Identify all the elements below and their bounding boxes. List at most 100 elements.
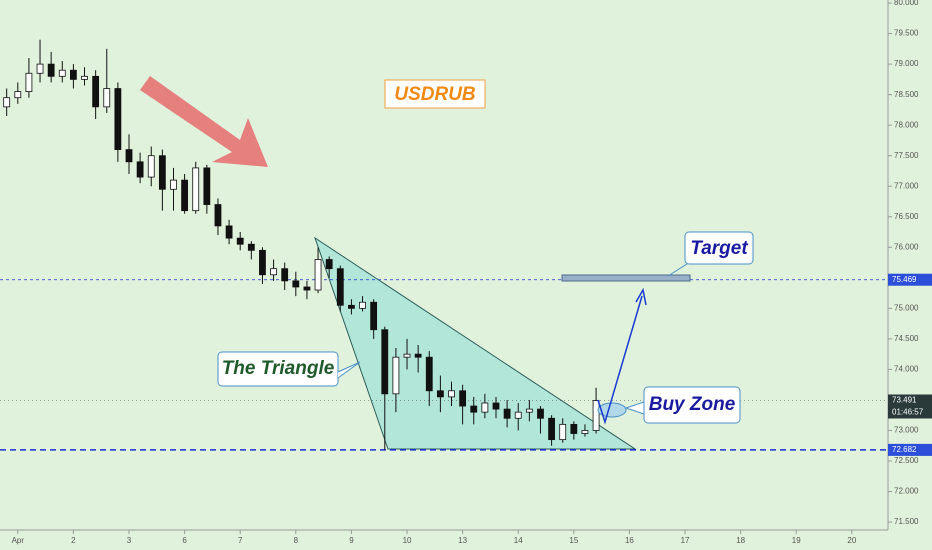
candle-body <box>525 408 533 413</box>
candle-body <box>548 417 555 441</box>
title-box <box>384 79 486 109</box>
candle-body <box>147 155 155 178</box>
x-tick-label: 20 <box>847 536 856 545</box>
candle-body <box>470 405 478 413</box>
candle-body <box>103 88 111 108</box>
candle-body <box>81 75 88 80</box>
target-price-box <box>888 273 932 286</box>
y-tick-label: 73.000 <box>894 426 919 435</box>
y-tick-label: 72.500 <box>894 456 919 465</box>
candle-body <box>236 237 244 245</box>
candle-body <box>403 353 411 358</box>
candle-body <box>503 408 511 419</box>
y-tick-label: 76.000 <box>894 242 919 251</box>
triangle-pattern <box>314 236 637 450</box>
y-tick-label: 79.000 <box>894 59 919 68</box>
y-tick-label: 71.500 <box>894 517 919 526</box>
y-tick-label: 79.500 <box>894 29 919 38</box>
candle-body <box>92 75 100 108</box>
support-price-label: 72.682 <box>892 445 917 454</box>
candle-body <box>459 390 467 407</box>
target-price-label: 75.469 <box>892 275 917 284</box>
last-price-box <box>888 394 932 419</box>
x-tick-label: 17 <box>681 536 690 545</box>
x-tick-label: 9 <box>349 536 354 545</box>
candle-body <box>381 329 389 395</box>
x-tick-label: 6 <box>182 536 187 545</box>
candle-body <box>436 390 444 398</box>
y-tick-label: 77.000 <box>894 181 919 190</box>
candle-body <box>181 179 189 212</box>
candle-body <box>270 268 277 276</box>
candle-body <box>214 204 222 227</box>
candle-body <box>303 286 311 291</box>
candle-body <box>514 411 522 419</box>
x-tick-label: 3 <box>127 536 132 545</box>
candle-body <box>425 356 433 392</box>
candle-body <box>25 72 33 92</box>
candle-body <box>125 149 133 163</box>
target-label: Target <box>690 238 748 259</box>
candle-body <box>336 268 344 306</box>
candle-body <box>247 243 255 251</box>
candle-body <box>158 155 166 190</box>
candle-body <box>448 390 455 398</box>
y-tick-label: 80.000 <box>894 0 919 7</box>
pattern-callout <box>337 361 361 379</box>
x-tick-label: 13 <box>458 536 467 545</box>
candle-body <box>570 423 578 434</box>
buy-zone-marker <box>597 402 627 418</box>
x-tick-label: 10 <box>403 536 412 545</box>
countdown-label: 01:46:57 <box>892 408 924 417</box>
candle-body <box>359 301 366 309</box>
candle-body <box>370 301 378 331</box>
x-tick-label: Apr <box>12 536 25 545</box>
candle-body <box>136 161 144 178</box>
candle-body <box>414 353 422 358</box>
candle-body <box>481 402 489 413</box>
y-tick-label: 75.000 <box>894 303 919 312</box>
candle-body <box>192 167 200 212</box>
x-tick-label: 15 <box>569 536 578 545</box>
candle-body <box>292 280 300 288</box>
candle-body <box>348 304 355 309</box>
y-tick-label: 78.000 <box>894 120 919 129</box>
candle-body <box>392 356 400 395</box>
candle-body <box>203 167 211 205</box>
x-tick-label: 2 <box>71 536 76 545</box>
y-tick-label: 74.500 <box>894 334 919 343</box>
candle-body <box>114 88 122 150</box>
y-tick-label: 77.500 <box>894 151 919 160</box>
candle-body <box>581 430 589 434</box>
candle-body <box>58 69 66 77</box>
x-tick-label: 18 <box>736 536 745 545</box>
candle-body <box>36 63 44 74</box>
x-tick-label: 8 <box>294 536 299 545</box>
candle-body <box>170 179 177 190</box>
x-tick-label: 19 <box>792 536 801 545</box>
candle-body <box>14 91 22 99</box>
pattern-label: The Triangle <box>222 358 335 379</box>
candle-body <box>47 63 55 77</box>
last-price-label: 73.491 <box>892 396 917 405</box>
y-tick-label: 74.000 <box>894 365 919 374</box>
candle-body <box>3 97 11 108</box>
y-tick-label: 72.000 <box>894 487 919 496</box>
candle-body <box>225 225 233 239</box>
candle-body <box>592 400 600 431</box>
plot <box>0 39 888 451</box>
candle-body <box>492 402 500 410</box>
chart-title: USDRUB <box>394 84 476 105</box>
candle-body <box>314 259 322 291</box>
x-tick-label: 14 <box>514 536 523 545</box>
x-tick-label: 7 <box>238 536 243 545</box>
x-tick-label: 16 <box>625 536 634 545</box>
target-zone <box>561 274 691 282</box>
projection-arrow <box>597 295 643 425</box>
buy-zone-box <box>643 386 741 424</box>
candle-body <box>281 268 289 282</box>
pattern-box <box>217 351 339 387</box>
candle-body <box>259 249 266 276</box>
buy-zone-label: Buy Zone <box>649 394 736 415</box>
